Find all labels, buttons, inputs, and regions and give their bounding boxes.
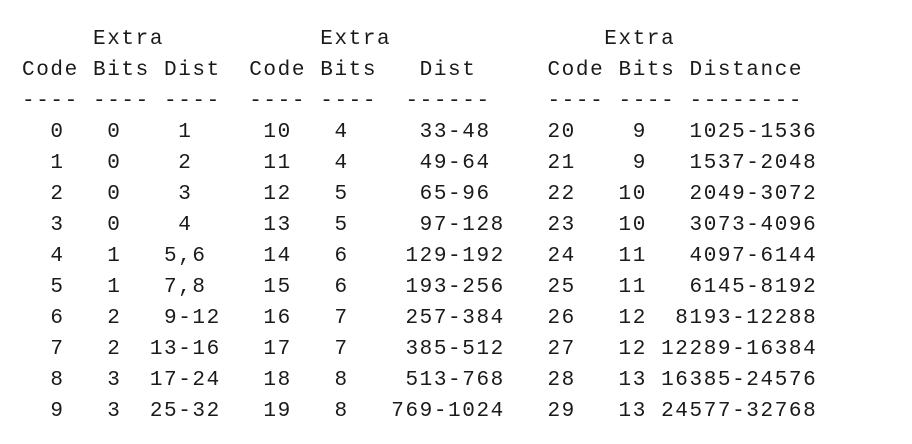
table-row: 9 3 25-32 19 8 769-1024 29 13 24577-3276… bbox=[22, 400, 818, 423]
table-row: 0 0 1 10 4 33-48 20 9 1025-1536 bbox=[22, 121, 818, 144]
table-row: 1 0 2 11 4 49-64 21 9 1537-2048 bbox=[22, 152, 818, 175]
table-row: 7 2 13-16 17 7 385-512 27 12 12289-16384 bbox=[22, 338, 818, 361]
table-row: 6 2 9-12 16 7 257-384 26 12 8193-12288 bbox=[22, 307, 818, 330]
header-line-extra: Extra Extra Extra bbox=[22, 28, 676, 51]
table-row: 2 0 3 12 5 65-96 22 10 2049-3072 bbox=[22, 183, 818, 206]
header-line-columns: Code Bits Dist Code Bits Dist Code Bits … bbox=[22, 59, 804, 82]
table-row: 4 1 5,6 14 6 129-192 24 11 4097-6144 bbox=[22, 245, 818, 268]
table-row: 8 3 17-24 18 8 513-768 28 13 16385-24576 bbox=[22, 369, 818, 392]
header-line-dashes: ---- ---- ---- ---- ---- ------ ---- ---… bbox=[22, 90, 804, 113]
table-row: 5 1 7,8 15 6 193-256 25 11 6145-8192 bbox=[22, 276, 818, 299]
table-text: Extra Extra Extra Code Bits Dist Code Bit… bbox=[22, 24, 817, 427]
table-row: 3 0 4 13 5 97-128 23 10 3073-4096 bbox=[22, 214, 818, 237]
